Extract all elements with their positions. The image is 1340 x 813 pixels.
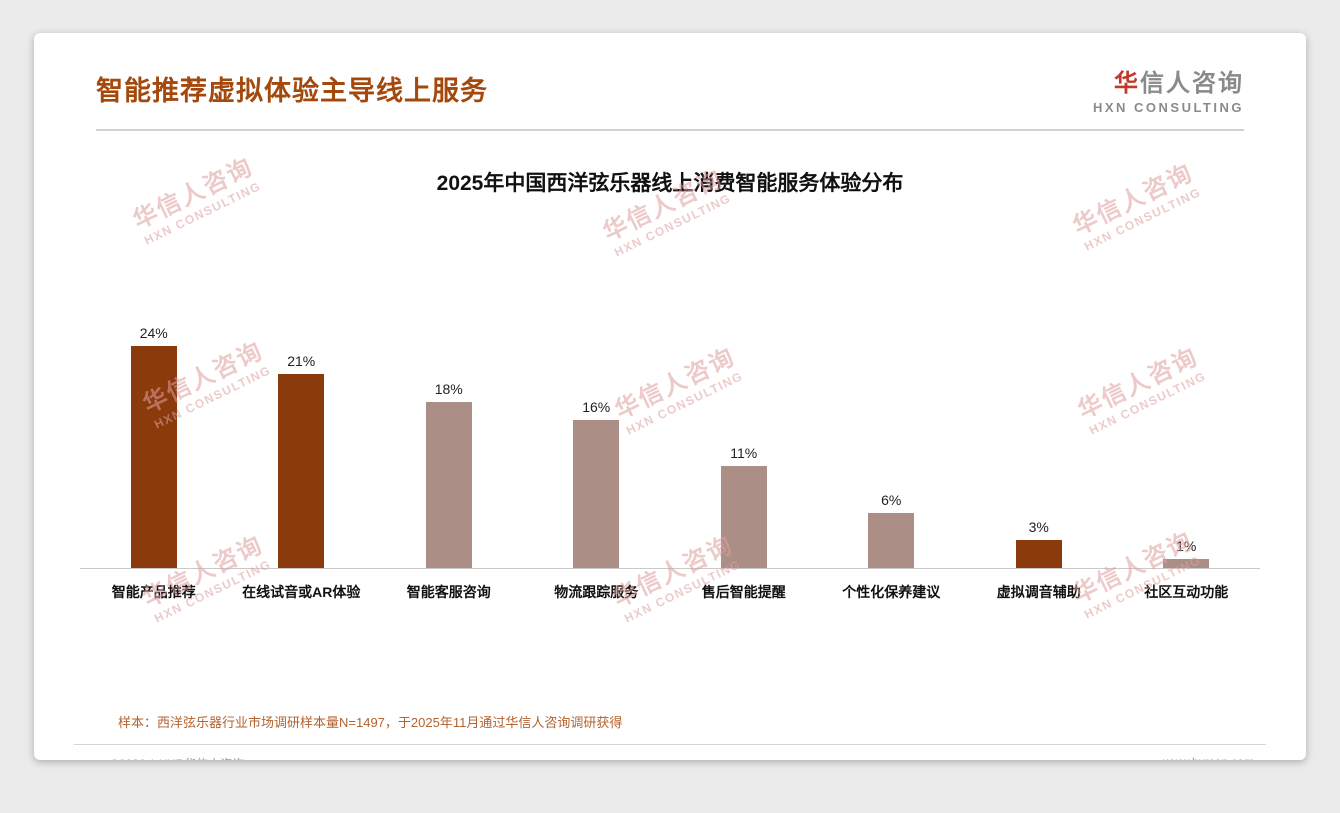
bar (1015, 540, 1062, 568)
category-label: 个性化保养建议 (842, 584, 941, 600)
chart-plot: 24% 21% 18% 16% 11% 6% 3% 1% (80, 317, 1260, 569)
bar-value-label: 6% (881, 491, 902, 508)
bar-value-label: 21% (287, 353, 316, 370)
bar-group: 21% (228, 317, 376, 568)
category-label: 物流跟踪服务 (554, 584, 639, 600)
category-label: 在线试音或AR体验 (242, 584, 361, 600)
bar-chart: 24% 21% 18% 16% 11% 6% 3% 1% 智能产品推荐 在线试音或AR体验 智能客… (34, 317, 1306, 602)
bar-value-label: 18% (434, 380, 463, 397)
copyright-text: ©2026.1 HXR华信人咨询 (110, 755, 244, 760)
category-label: 售后智能提醒 (701, 584, 786, 600)
bar (1163, 558, 1210, 568)
chart-categories: 智能产品推荐 在线试音或AR体验 智能客服咨询 物流跟踪服务 售后智能提醒 个性化保养建议… (80, 569, 1260, 602)
category-label: 智能产品推荐 (111, 584, 196, 600)
bar-group: 18% (375, 317, 523, 568)
bar (868, 512, 915, 568)
bar (130, 346, 177, 568)
bar-value-label: 3% (1028, 519, 1049, 536)
bar-value-label: 1% (1176, 537, 1197, 554)
bar-value-label: 16% (582, 399, 611, 416)
bar (425, 401, 472, 568)
category-label: 社区互动功能 (1144, 584, 1229, 600)
chart-section: 2025年中国西洋弦乐器线上消费智能服务体验分布 24% 21% 18% 16% 11%… (34, 167, 1306, 731)
header-divider (96, 129, 1244, 131)
bar-group: 6% (818, 317, 966, 568)
logo-rest-chars: 信人咨询 (1140, 70, 1244, 97)
bar-group: 1% (1113, 317, 1261, 568)
bar-group: 24% (80, 317, 228, 568)
bar (573, 420, 620, 568)
logo-text-zh: 华信人咨询 (1093, 63, 1244, 98)
bar-group: 3% (965, 317, 1113, 568)
bar (278, 374, 325, 568)
page-title: 智能推荐虚拟体验主导线上服务 (96, 76, 488, 106)
header: 智能推荐虚拟体验主导线上服务 华信人咨询 HXN CONSULTING (34, 33, 1306, 115)
logo-accent-char: 华 (1114, 70, 1140, 97)
chart-title: 2025年中国西洋弦乐器线上消费智能服务体验分布 (436, 172, 904, 195)
bar-group: 11% (670, 317, 818, 568)
category-label: 虚拟调音辅助 (996, 584, 1081, 600)
logo-text-en: HXN CONSULTING (1092, 100, 1244, 115)
bar (720, 466, 767, 568)
sample-note: 样本：西洋弦乐器行业市场调研样本量N=1497，于2025年11月通过华信人咨询… (118, 715, 623, 730)
category-label: 智能客服咨询 (406, 584, 491, 600)
website-text: www.hxrcon.com (1163, 755, 1254, 760)
footer: ©2026.1 HXR华信人咨询 www.hxrcon.com (74, 744, 1266, 760)
bar-value-label: 11% (730, 445, 758, 462)
bar-value-label: 24% (139, 325, 168, 342)
report-slide: 华信人咨询 HXN CONSULTING 华信人咨询 HXN CONSULTIN… (34, 33, 1306, 760)
company-logo: 华信人咨询 HXN CONSULTING (1093, 59, 1244, 115)
bar-group: 16% (523, 317, 671, 568)
